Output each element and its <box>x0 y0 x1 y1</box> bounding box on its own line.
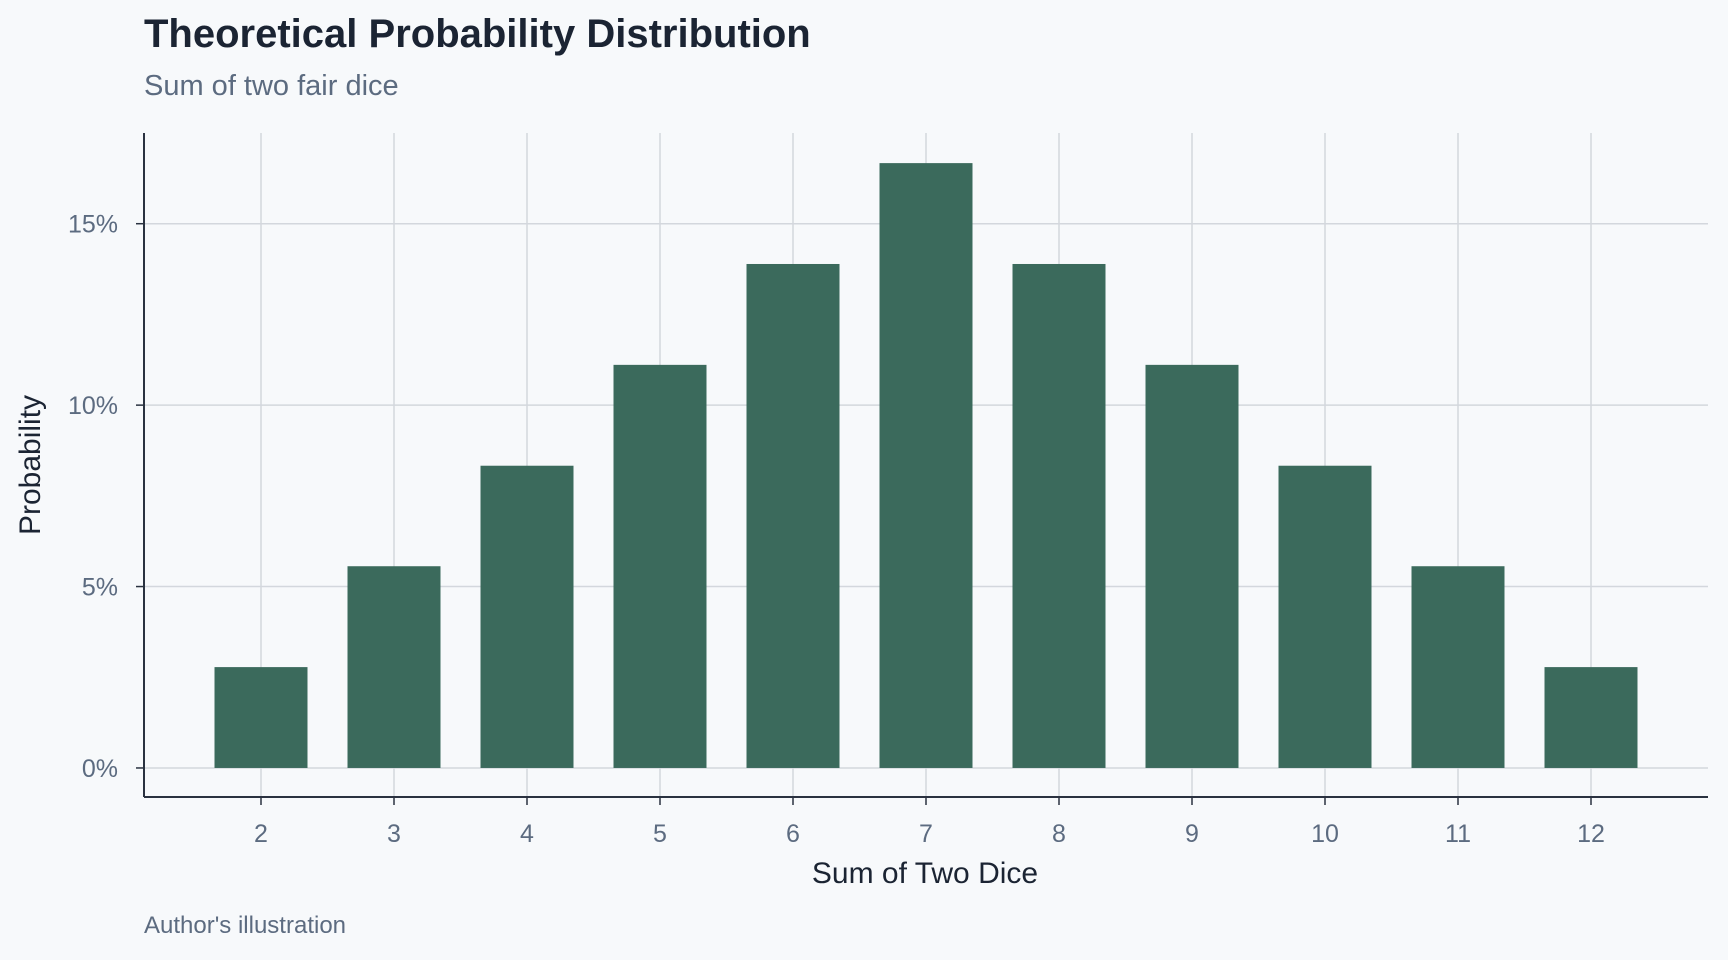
bar-5 <box>613 364 707 768</box>
y-axis-title: Probability <box>14 395 47 535</box>
bar-12 <box>1544 667 1638 768</box>
bar-3 <box>347 566 441 768</box>
bar-4 <box>480 465 574 768</box>
chart-title: Theoretical Probability Distribution <box>144 12 811 56</box>
axes <box>136 133 1708 805</box>
bar-2 <box>214 667 308 768</box>
y-tick-label: 0% <box>82 755 118 783</box>
x-tick-label: 8 <box>1052 820 1066 848</box>
bars <box>214 163 1638 768</box>
chart-caption: Author's illustration <box>144 912 347 939</box>
x-tick-label: 6 <box>786 820 800 848</box>
bar-7 <box>879 163 973 768</box>
y-tick-label: 10% <box>68 392 118 420</box>
chart-subtitle: Sum of two fair dice <box>144 70 399 102</box>
x-tick-label: 9 <box>1185 820 1199 848</box>
x-tick-label: 12 <box>1577 820 1605 848</box>
y-tick-label: 5% <box>82 574 118 602</box>
bar-6 <box>746 263 840 768</box>
x-tick-label: 5 <box>653 820 667 848</box>
bar-8 <box>1012 263 1106 768</box>
x-axis-title: Sum of Two Dice <box>812 857 1038 890</box>
x-tick-label: 3 <box>387 820 401 848</box>
x-tick-label: 11 <box>1445 820 1471 848</box>
x-tick-label: 10 <box>1311 820 1339 848</box>
x-tick-label: 4 <box>520 820 534 848</box>
x-tick-label: 7 <box>919 820 933 848</box>
bar-11 <box>1411 566 1505 768</box>
x-tick-label: 2 <box>254 820 268 848</box>
bar-10 <box>1278 465 1372 768</box>
tick-labels: 2 3 4 5 6 7 8 9 10 11 12 0% 5% 10% 15% <box>68 211 1605 848</box>
bar-9 <box>1145 364 1239 768</box>
y-tick-label: 15% <box>68 211 118 239</box>
